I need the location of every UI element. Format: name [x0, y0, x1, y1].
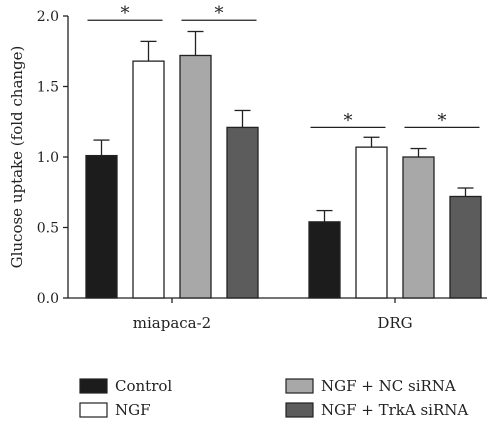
bar [449, 195, 482, 299]
axes: 0.0 0.5 1.0 1.5 2.0 miapaca-2 DRG Glucose uptak… [8, 9, 487, 332]
significance-star: * [438, 110, 447, 131]
significance-star: * [121, 3, 130, 24]
legend-swatch [285, 402, 314, 418]
bar [226, 126, 259, 299]
legend-swatch [79, 402, 108, 418]
legend-label: NGF [115, 401, 151, 419]
y-tick-label: 0.5 [37, 221, 59, 237]
y-tick-label: 0.0 [37, 291, 59, 307]
legend-swatch [285, 378, 314, 394]
legend-label: Control [115, 377, 172, 395]
significance-star: * [344, 110, 353, 131]
legend-label: NGF + TrkA siRNA [321, 401, 468, 419]
bar [355, 146, 388, 299]
y-tick-label: 2.0 [37, 9, 59, 25]
bar [402, 156, 435, 299]
legend-swatch [79, 378, 108, 394]
x-category-label: DRG [377, 314, 412, 332]
x-category-label: miapaca-2 [133, 314, 211, 332]
legend-label: NGF + NC siRNA [321, 377, 456, 395]
bar [85, 154, 118, 299]
bar [308, 221, 341, 299]
bars [85, 30, 482, 299]
bar [179, 54, 212, 299]
y-tick-label: 1.5 [37, 80, 59, 96]
legend: Control NGF NGF + NC siRNA NGF + TrkA siRNA [79, 377, 468, 419]
y-tick-label: 1.0 [37, 150, 59, 166]
significance-markers: * * * * [87, 3, 480, 131]
significance-star: * [215, 3, 224, 24]
y-axis-title: Glucose uptake (fold change) [8, 46, 26, 269]
bar [132, 60, 165, 299]
